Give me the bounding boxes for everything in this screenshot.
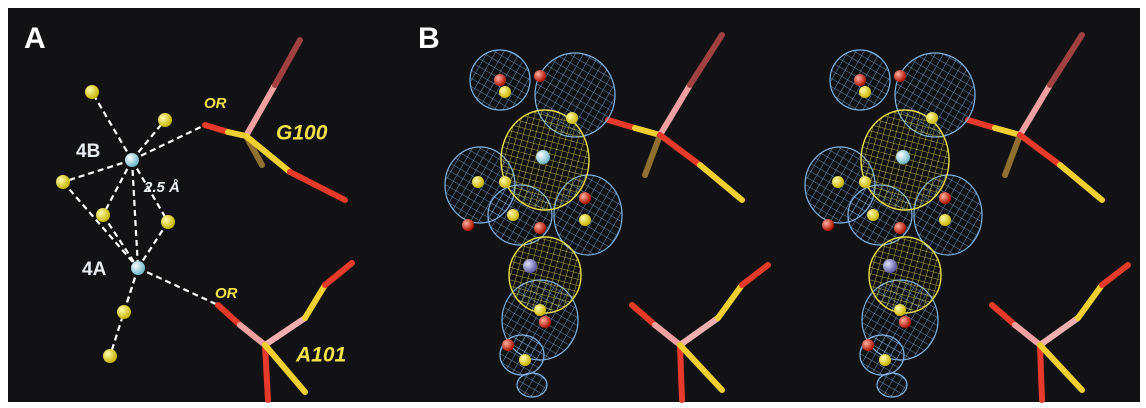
annotation: OR xyxy=(215,285,238,302)
panel-label: B xyxy=(418,22,440,55)
figure: A OR G100 4B 2.5 Å 4A OR A101 xyxy=(0,0,1146,408)
annotation: 4B xyxy=(76,141,100,162)
annotation: G100 xyxy=(276,122,328,145)
ion-4b xyxy=(125,153,139,167)
annotation: 4A xyxy=(82,259,107,280)
ion-4a xyxy=(131,261,145,275)
annotation: A101 xyxy=(295,344,346,367)
panel-label: A xyxy=(24,22,46,55)
annotation: OR xyxy=(204,95,227,112)
annotation: 2.5 Å xyxy=(143,179,180,196)
